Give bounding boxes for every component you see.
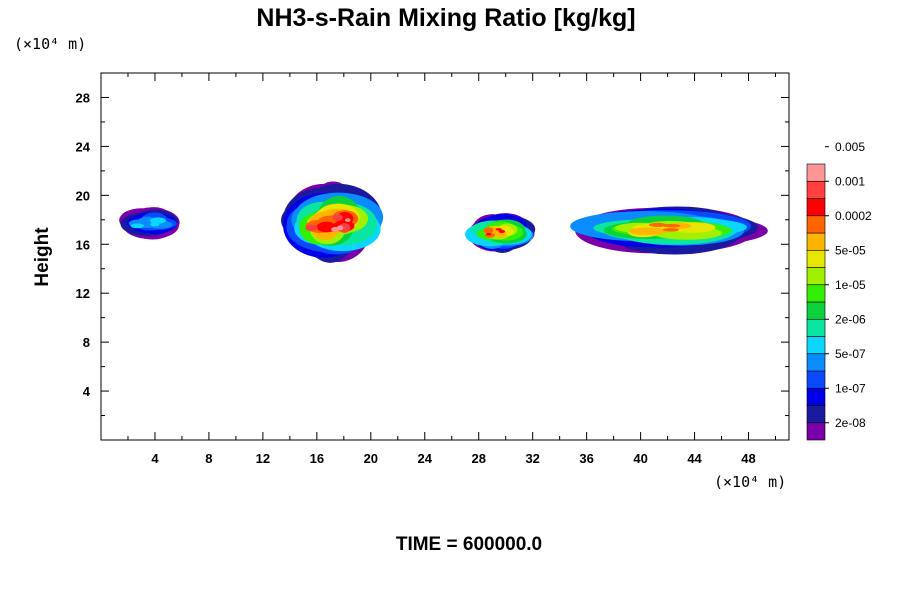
cloud-contour bbox=[484, 227, 493, 232]
colorbar-label: 0.0002 bbox=[835, 209, 872, 223]
colorbar-swatch bbox=[806, 301, 826, 320]
x-tick-label: 4 bbox=[151, 451, 159, 466]
x-tick-label: 40 bbox=[633, 451, 647, 466]
chart-title: NH3-s-Rain Mixing Ratio [kg/kg] bbox=[256, 4, 635, 32]
y-tick-label: 8 bbox=[83, 335, 90, 350]
x-tick-label: 20 bbox=[364, 451, 378, 466]
y-unit-label: (×10⁴ m) bbox=[14, 35, 86, 53]
cloud-contour bbox=[634, 227, 667, 235]
colorbar-swatch bbox=[806, 198, 826, 217]
x-tick-label: 16 bbox=[310, 451, 324, 466]
cloud-contour bbox=[662, 228, 680, 232]
colorbar-swatch bbox=[806, 163, 826, 182]
cloud-contour bbox=[338, 223, 351, 233]
colorbar-swatch bbox=[806, 353, 826, 372]
colorbar-label: 5e-07 bbox=[835, 347, 866, 361]
cloud-contour bbox=[150, 221, 160, 227]
x-tick-label: 12 bbox=[256, 451, 270, 466]
colorbar-swatch bbox=[806, 370, 826, 389]
plot-frame bbox=[100, 72, 790, 441]
cloud-contour bbox=[130, 223, 145, 229]
colorbar-swatch bbox=[806, 249, 826, 268]
cloud-region bbox=[465, 213, 536, 253]
colorbar-swatch bbox=[806, 336, 826, 355]
colorbar-swatch bbox=[806, 387, 826, 406]
colorbar-label: 2e-06 bbox=[835, 312, 866, 326]
y-axis-label: Height bbox=[32, 227, 53, 287]
colorbar-label: 2e-08 bbox=[835, 416, 866, 430]
colorbar-swatch bbox=[806, 405, 826, 424]
colorbar-swatch bbox=[806, 284, 826, 303]
cloud-contour bbox=[495, 228, 502, 231]
x-tick-label: 8 bbox=[205, 451, 212, 466]
y-tick-label: 12 bbox=[76, 286, 90, 301]
y-tick-label: 16 bbox=[76, 237, 90, 252]
colorbar-label: 5e-05 bbox=[835, 243, 866, 257]
cloud-contour bbox=[336, 225, 344, 231]
cloud-contour bbox=[344, 218, 351, 223]
colorbar-swatch bbox=[806, 215, 826, 234]
y-tick-label: 4 bbox=[83, 384, 91, 399]
time-label: TIME = 600000.0 bbox=[396, 534, 542, 555]
y-tick-label: 20 bbox=[76, 188, 90, 203]
cloud-contour bbox=[498, 229, 506, 234]
x-tick-label: 24 bbox=[418, 451, 433, 466]
colorbar-swatch bbox=[806, 232, 826, 251]
cloud-region bbox=[281, 181, 384, 263]
cloud-contour bbox=[332, 213, 343, 222]
x-tick-label: 28 bbox=[471, 451, 485, 466]
colorbar: 2e-08 1e-07 5e-07 2e-06 1e-05 5e-05 0.0002 0.00… bbox=[806, 140, 872, 441]
colorbar-swatch bbox=[806, 422, 826, 441]
colorbar-label: 0.005 bbox=[835, 140, 865, 154]
colorbar-label: 1e-05 bbox=[835, 278, 866, 292]
x-tick-label: 48 bbox=[741, 451, 755, 466]
y-tick-label: 24 bbox=[76, 139, 91, 154]
cloud-contour bbox=[305, 224, 318, 232]
colorbar-swatch bbox=[806, 180, 826, 199]
cloud-field bbox=[119, 181, 768, 263]
x-tick-label: 36 bbox=[579, 451, 593, 466]
cloud-region bbox=[119, 207, 180, 240]
x-unit-label: (×10⁴ m) bbox=[714, 473, 786, 491]
cloud-contour bbox=[485, 233, 492, 236]
y-tick-label: 28 bbox=[76, 90, 90, 105]
cloud-region bbox=[570, 206, 768, 255]
colorbar-label: 0.001 bbox=[835, 174, 865, 188]
colorbar-swatch bbox=[806, 318, 826, 337]
x-tick-label: 32 bbox=[525, 451, 539, 466]
colorbar-swatch bbox=[806, 267, 826, 286]
colorbar-label: 1e-07 bbox=[835, 381, 866, 395]
cloud-contour bbox=[648, 222, 667, 228]
x-tick-label: 44 bbox=[687, 451, 702, 466]
